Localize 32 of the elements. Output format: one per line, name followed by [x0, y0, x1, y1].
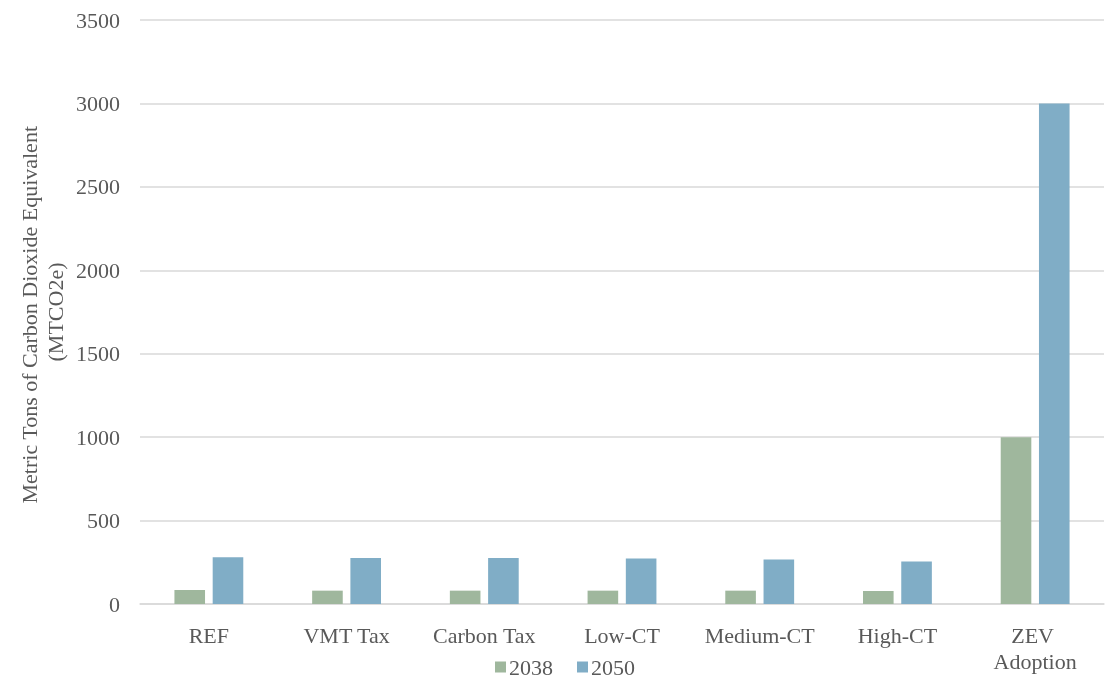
x-tick-label: High-CT — [857, 622, 938, 648]
y-tick-label: 500 — [87, 508, 120, 534]
x-tick-label: Medium-CT — [704, 622, 816, 648]
x-tick-label: Carbon Tax — [433, 622, 536, 648]
x-tick-label: ZEV Adoption — [993, 622, 1077, 674]
bar — [1000, 437, 1032, 604]
legend-label: 2038 — [509, 654, 553, 680]
y-tick-label: 3000 — [76, 90, 120, 116]
x-tick-label: REF — [188, 622, 230, 648]
bar — [587, 590, 619, 604]
bar — [174, 589, 206, 604]
legend-label: 2050 — [591, 654, 635, 680]
y-axis-title: Metric Tons of Carbon Dioxide Equivalent (MTCO2e) — [16, 120, 68, 504]
y-tick-label: 1000 — [76, 424, 120, 450]
y-tick-label: 1500 — [76, 341, 120, 367]
bar — [488, 557, 519, 604]
bar — [725, 590, 756, 604]
bar — [901, 561, 932, 604]
bar — [625, 558, 657, 604]
y-tick-label: 2500 — [76, 174, 120, 200]
x-tick-label: Low-CT — [584, 622, 661, 648]
bar — [763, 559, 795, 604]
bar — [1038, 103, 1070, 604]
y-tick-label: 3500 — [76, 7, 120, 33]
bar — [312, 590, 343, 604]
x-tick-label: VMT Tax — [303, 622, 390, 648]
bar — [350, 557, 381, 604]
bar — [863, 590, 894, 604]
y-tick-label: 0 — [109, 591, 120, 617]
y-tick-label: 2000 — [76, 257, 120, 283]
bar — [449, 590, 481, 604]
bar — [212, 557, 244, 604]
